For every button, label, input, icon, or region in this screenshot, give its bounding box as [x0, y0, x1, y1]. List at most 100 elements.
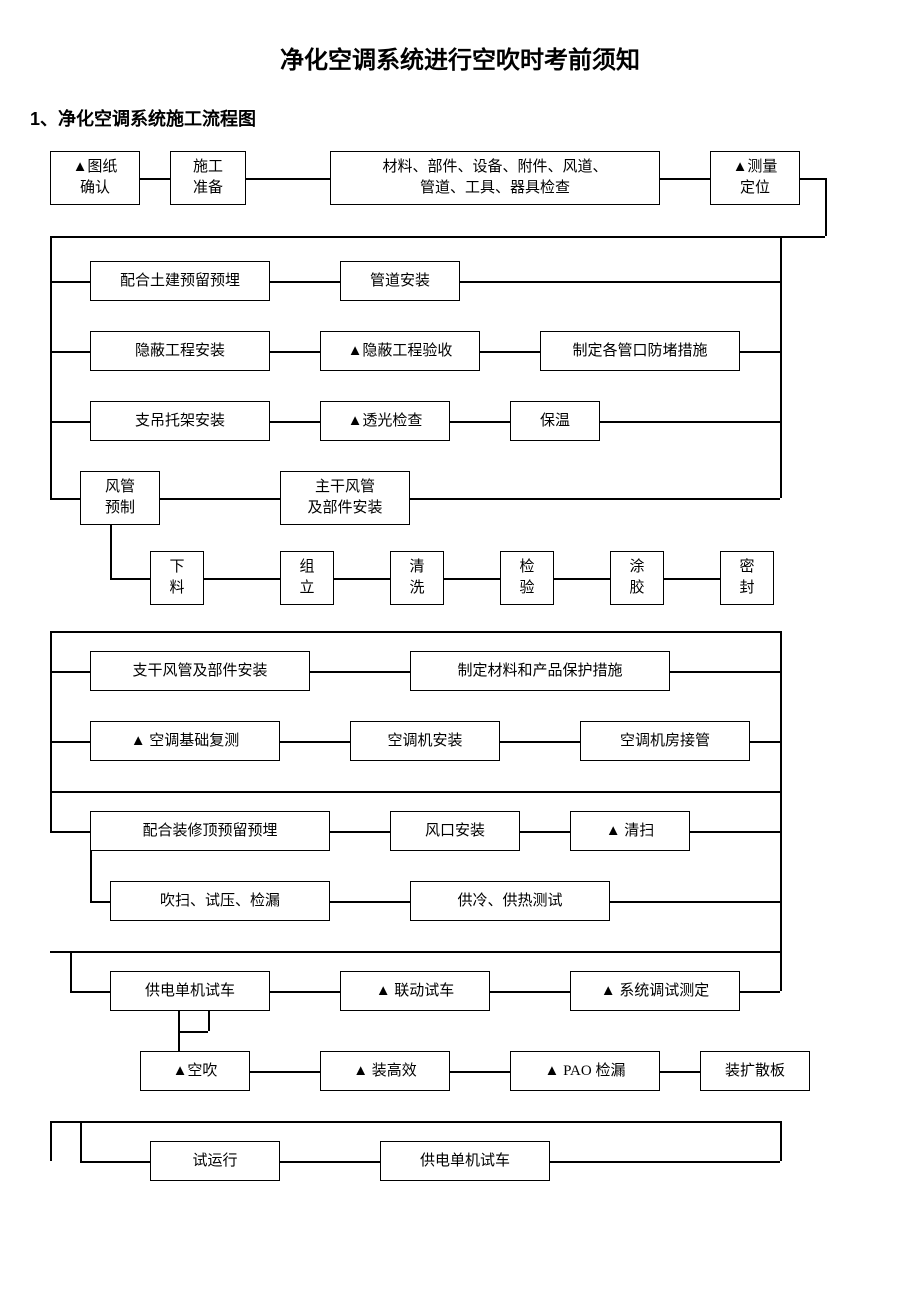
connector-hline	[450, 421, 510, 423]
connector-hline	[250, 1071, 320, 1073]
connector-vline	[780, 631, 782, 791]
connector-vline	[208, 1011, 210, 1031]
connector-hline	[520, 831, 570, 833]
connector-hline	[460, 281, 780, 283]
connector-vline	[780, 951, 782, 991]
connector-hline	[178, 1031, 208, 1033]
flowchart-box: 配合土建预留预埋	[90, 261, 270, 301]
section-subtitle: 1、净化空调系统施工流程图	[30, 105, 890, 131]
connector-vline	[50, 631, 52, 791]
connector-hline	[750, 741, 780, 743]
flowchart-box: ▲ 空调基础复测	[90, 721, 280, 761]
connector-hline	[246, 178, 330, 180]
flowchart-box: 涂胶	[610, 551, 664, 605]
flowchart-box: 制定材料和产品保护措施	[410, 651, 670, 691]
flowchart-box: 试运行	[150, 1141, 280, 1181]
flowchart-box: 制定各管口防堵措施	[540, 331, 740, 371]
flowchart-box: 支干风管及部件安装	[90, 651, 310, 691]
flowchart-box: 施工准备	[170, 151, 246, 205]
flowchart-box: ▲隐蔽工程验收	[320, 331, 480, 371]
connector-hline	[50, 236, 825, 238]
connector-hline	[740, 991, 780, 993]
flowchart-box: ▲ PAO 检漏	[510, 1051, 660, 1091]
connector-vline	[178, 1011, 180, 1051]
connector-hline	[50, 351, 90, 353]
connector-hline	[800, 178, 825, 180]
connector-hline	[50, 281, 90, 283]
flowchart-box: 支吊托架安装	[90, 401, 270, 441]
connector-vline	[80, 1121, 82, 1161]
main-title: 净化空调系统进行空吹时考前须知	[30, 40, 890, 75]
connector-vline	[825, 178, 827, 236]
flowchart-box: ▲空吹	[140, 1051, 250, 1091]
connector-hline	[70, 991, 110, 993]
flowchart-box: 主干风管及部件安装	[280, 471, 410, 525]
connector-hline	[740, 351, 780, 353]
connector-hline	[90, 901, 110, 903]
connector-hline	[450, 1071, 510, 1073]
flowchart-box: 空调机房接管	[580, 721, 750, 761]
flowchart-container: ▲图纸确认施工准备 材料、部件、设备、附件、风道、管道、工具、器具检查 ▲测量定位配…	[50, 151, 830, 1271]
flowchart-box: 下料	[150, 551, 204, 605]
flowchart-box: 空调机安装	[350, 721, 500, 761]
connector-vline	[90, 851, 92, 901]
connector-hline	[270, 991, 340, 993]
connector-hline	[204, 578, 280, 580]
connector-hline	[270, 421, 320, 423]
connector-hline	[50, 741, 90, 743]
flowchart-box: ▲图纸确认	[50, 151, 140, 205]
connector-hline	[50, 831, 90, 833]
connector-hline	[330, 831, 390, 833]
connector-hline	[270, 351, 320, 353]
connector-hline	[80, 1161, 150, 1163]
flowchart-box: 检验	[500, 551, 554, 605]
connector-hline	[334, 578, 390, 580]
flowchart-box: ▲ 联动试车	[340, 971, 490, 1011]
connector-vline	[50, 236, 52, 498]
flowchart-box: ▲ 装高效	[320, 1051, 450, 1091]
flowchart-box: 隐蔽工程安装	[90, 331, 270, 371]
connector-hline	[110, 578, 150, 580]
flowchart-box: 密封	[720, 551, 774, 605]
flowchart-box: 配合装修顶预留预埋	[90, 811, 330, 851]
connector-hline	[280, 1161, 380, 1163]
flowchart-box: 供冷、供热测试	[410, 881, 610, 921]
connector-hline	[550, 1161, 780, 1163]
flowchart-box: 清洗	[390, 551, 444, 605]
connector-hline	[444, 578, 500, 580]
connector-hline	[330, 901, 410, 903]
connector-hline	[50, 671, 90, 673]
connector-hline	[160, 498, 280, 500]
flowchart-box: ▲透光检查	[320, 401, 450, 441]
flowchart-box: 供电单机试车	[110, 971, 270, 1011]
connector-hline	[50, 631, 780, 633]
connector-hline	[50, 421, 90, 423]
connector-hline	[690, 831, 780, 833]
connector-hline	[410, 498, 780, 500]
connector-hline	[490, 991, 570, 993]
flowchart-box: ▲测量定位	[710, 151, 800, 205]
connector-vline	[780, 1121, 782, 1161]
flowchart-box: 组立	[280, 551, 334, 605]
connector-vline	[50, 1121, 52, 1161]
connector-hline	[600, 421, 780, 423]
flowchart-box: 管道安装	[340, 261, 460, 301]
connector-hline	[610, 901, 780, 903]
flowchart-box: 保温	[510, 401, 600, 441]
connector-hline	[660, 178, 710, 180]
connector-hline	[50, 498, 80, 500]
flowchart-box: 装扩散板	[700, 1051, 810, 1091]
flowchart-box: ▲ 系统调试测定	[570, 971, 740, 1011]
connector-hline	[664, 578, 720, 580]
connector-hline	[480, 351, 540, 353]
connector-hline	[280, 741, 350, 743]
connector-vline	[780, 236, 782, 498]
connector-hline	[554, 578, 610, 580]
connector-vline	[50, 791, 52, 831]
connector-hline	[50, 791, 780, 793]
flowchart-box: 风口安装	[390, 811, 520, 851]
flowchart-box: 材料、部件、设备、附件、风道、管道、工具、器具检查	[330, 151, 660, 205]
connector-hline	[670, 671, 780, 673]
connector-vline	[110, 525, 112, 578]
connector-vline	[780, 791, 782, 951]
